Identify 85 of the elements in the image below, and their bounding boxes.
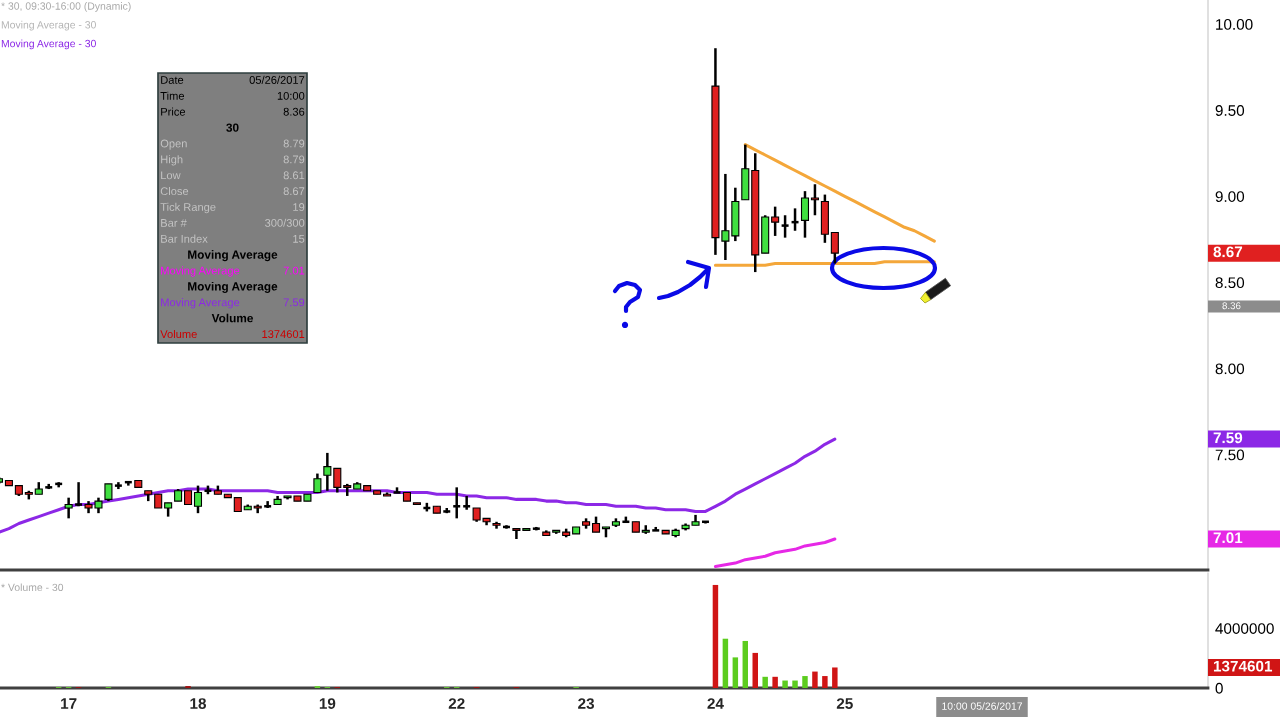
text: Moving Average - 30 — [1, 39, 96, 50]
bar — [822, 676, 828, 688]
text: 05/26/2017 — [249, 75, 305, 84]
bar — [812, 671, 818, 688]
category-label: Moving Average — [161, 266, 240, 277]
x-tick-label: 23 — [578, 698, 595, 709]
text: 10:00 — [277, 91, 305, 100]
bar — [832, 667, 838, 688]
candlestick — [333, 467, 342, 494]
y-tick-label: 0 — [1215, 682, 1223, 694]
bar — [732, 657, 739, 688]
y-tick-label: 9.50 — [1215, 105, 1245, 116]
candlestick — [830, 231, 839, 265]
candlestick — [810, 183, 819, 217]
chart-title: * 30, 09:30-16:00 (Dynamic) — [1, 2, 131, 12]
category-label: 30 — [226, 123, 239, 132]
y-tick-label: 10.00 — [1216, 18, 1253, 30]
category-label: Bar # — [161, 219, 187, 227]
category-label: Open — [160, 139, 187, 150]
y-tick-label: 9.00 — [1215, 191, 1245, 202]
candlestick — [323, 451, 332, 493]
candlestick — [451, 486, 462, 520]
bar — [722, 638, 729, 688]
bar — [762, 676, 768, 688]
y-tick-label: 7.50 — [1215, 449, 1245, 461]
category-label: Moving Average — [161, 298, 240, 309]
category-label: Volume — [160, 329, 197, 339]
text: 1374601 — [262, 330, 305, 339]
category-label: Time — [160, 91, 185, 100]
x-tick-label: 25 — [836, 698, 853, 709]
bar — [782, 680, 788, 688]
y-tick-label: 8.50 — [1215, 277, 1245, 289]
text: 8.67 — [1213, 246, 1243, 258]
text: 300/300 — [265, 218, 305, 227]
category-label: High — [161, 155, 183, 166]
category-label: Volume — [211, 313, 253, 323]
candlestick — [461, 494, 472, 511]
y-tick-label: 8.00 — [1215, 363, 1245, 375]
text: 8.79 — [283, 155, 305, 164]
line-series — [713, 537, 837, 569]
category-label: Close — [160, 186, 189, 196]
candlestick — [193, 484, 203, 515]
text: 19 — [293, 203, 305, 211]
category-label: Moving Average — [188, 281, 278, 293]
annotation: 8.36 — [283, 107, 305, 116]
x-tick-label: 17 — [61, 698, 77, 709]
text: 8.36 — [1222, 302, 1241, 310]
bar — [752, 652, 758, 688]
text: 8.61 — [283, 171, 305, 180]
line-series — [743, 143, 936, 243]
candlestick — [313, 472, 322, 494]
candlestick — [771, 205, 780, 238]
bar — [772, 676, 778, 688]
category-label: Tick Range — [160, 202, 216, 214]
category-label: Moving Average — [188, 250, 278, 262]
candlestick — [780, 214, 790, 239]
annotation: Moving Average - 30 — [1, 20, 96, 31]
text: 8.79 — [283, 139, 305, 148]
text: 10:00 05/26/2017 — [942, 702, 1023, 710]
candlestick — [800, 189, 810, 239]
text: 7.59 — [1213, 432, 1243, 444]
candlestick — [343, 482, 352, 498]
candlestick — [73, 480, 84, 508]
candlestick — [64, 496, 73, 520]
annotation: 7.59 — [283, 298, 305, 307]
category-label: Bar Index — [161, 234, 208, 243]
x-tick-label: 18 — [190, 698, 207, 709]
annotation: 7.01 — [283, 266, 305, 275]
text: 1374601 — [1213, 660, 1273, 672]
y-tick-label: 4000000 — [1215, 623, 1274, 634]
x-tick-label: 19 — [319, 698, 336, 709]
text: * Volume - 30 — [1, 583, 64, 592]
annotation: 8.67 — [283, 187, 305, 196]
category-label: Date — [161, 76, 184, 84]
bar — [712, 584, 719, 688]
text: 7.01 — [1213, 532, 1243, 544]
category-label: Price — [161, 107, 186, 116]
x-tick-label: 24 — [707, 698, 724, 709]
line-series — [0, 437, 837, 534]
text: 15 — [293, 234, 305, 243]
bar — [792, 680, 798, 688]
x-tick-label: 22 — [448, 698, 465, 709]
bar — [742, 640, 749, 688]
category-label: Low — [161, 171, 181, 180]
bar — [802, 676, 808, 688]
